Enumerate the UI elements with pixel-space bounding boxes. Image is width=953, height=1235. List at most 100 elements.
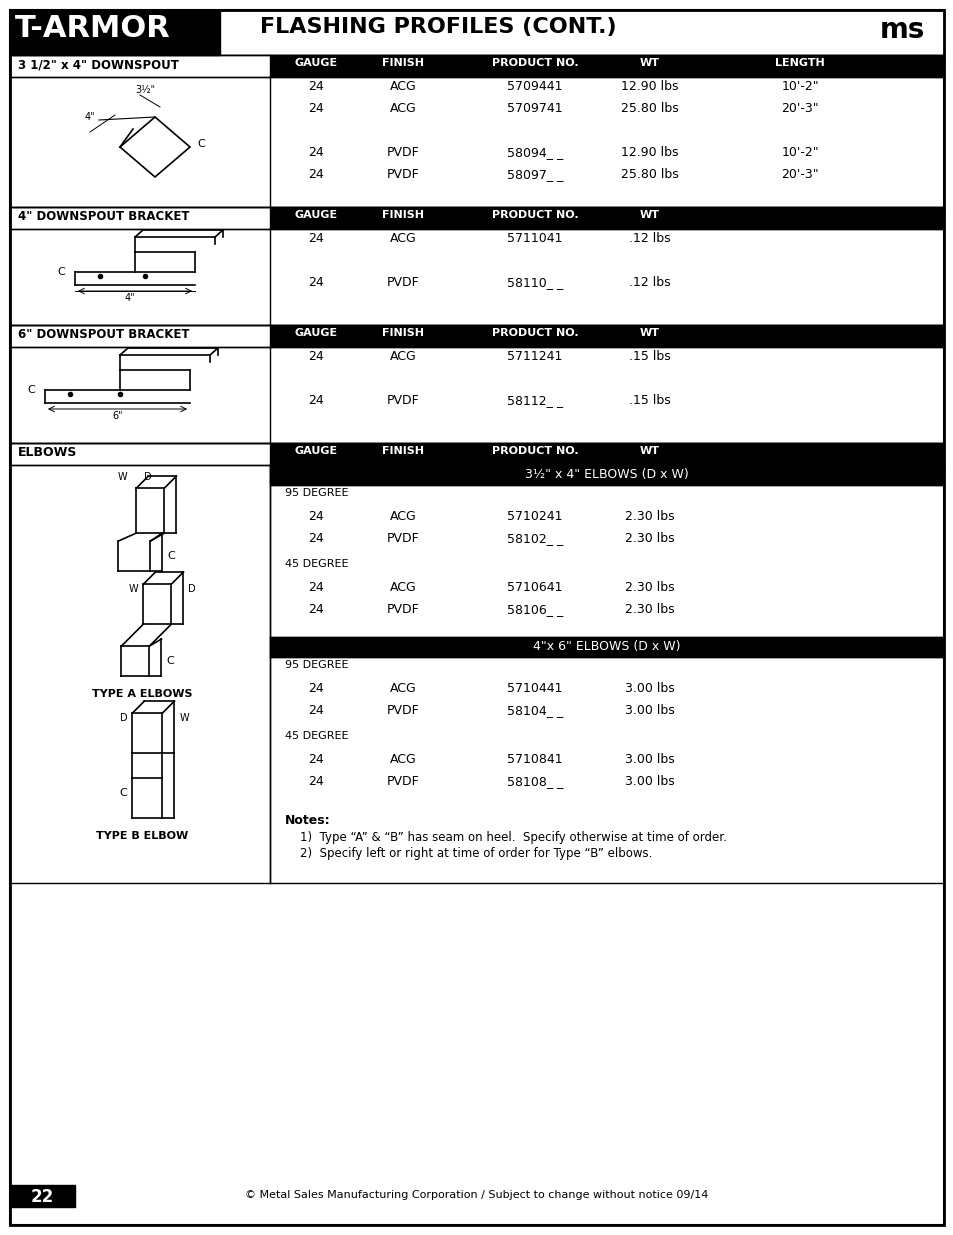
- Text: 24: 24: [308, 753, 323, 766]
- Bar: [10, 207, 943, 228]
- Bar: [10, 325, 943, 347]
- Text: 24: 24: [308, 146, 323, 159]
- Text: 24: 24: [308, 603, 323, 616]
- Text: 24: 24: [308, 394, 323, 408]
- Text: 20'-3": 20'-3": [781, 103, 818, 115]
- Text: 3.00 lbs: 3.00 lbs: [624, 704, 674, 718]
- Text: 5711241: 5711241: [507, 350, 562, 363]
- Text: LENGTH: LENGTH: [774, 58, 824, 68]
- Text: W: W: [129, 584, 138, 594]
- Text: FLASHING PROFILES (CONT.): FLASHING PROFILES (CONT.): [260, 17, 616, 37]
- Text: 4" DOWNSPOUT BRACKET: 4" DOWNSPOUT BRACKET: [18, 210, 190, 224]
- Text: Notes:: Notes:: [285, 814, 331, 827]
- Text: 3½": 3½": [135, 85, 155, 95]
- Text: 3.00 lbs: 3.00 lbs: [624, 682, 674, 695]
- Text: FINISH: FINISH: [381, 446, 423, 456]
- Bar: [270, 443, 943, 466]
- Text: GAUGE: GAUGE: [294, 210, 337, 220]
- Text: .15 lbs: .15 lbs: [628, 394, 670, 408]
- Text: 24: 24: [308, 704, 323, 718]
- Text: 58106_ _: 58106_ _: [506, 603, 562, 616]
- Text: ACG: ACG: [389, 753, 416, 766]
- Bar: [10, 1186, 75, 1207]
- Text: 10'-2": 10'-2": [781, 80, 818, 93]
- Text: PRODUCT NO.: PRODUCT NO.: [491, 58, 578, 68]
- Text: GAUGE: GAUGE: [294, 329, 337, 338]
- Bar: [10, 10, 220, 56]
- Text: .12 lbs: .12 lbs: [629, 275, 670, 289]
- Text: 4"x 6" ELBOWS (D x W): 4"x 6" ELBOWS (D x W): [533, 640, 680, 653]
- Text: 5709441: 5709441: [507, 80, 562, 93]
- Text: GAUGE: GAUGE: [294, 58, 337, 68]
- Text: 24: 24: [308, 580, 323, 594]
- Text: PVDF: PVDF: [386, 394, 419, 408]
- Text: ACG: ACG: [389, 580, 416, 594]
- Text: PVDF: PVDF: [386, 603, 419, 616]
- Bar: [10, 10, 943, 56]
- Text: 22: 22: [30, 1188, 53, 1207]
- Text: C: C: [120, 788, 128, 798]
- Text: 5710441: 5710441: [507, 682, 562, 695]
- Text: 58112_ _: 58112_ _: [506, 394, 562, 408]
- Bar: [270, 207, 943, 228]
- Text: 58102_ _: 58102_ _: [506, 532, 562, 545]
- Text: PRODUCT NO.: PRODUCT NO.: [491, 329, 578, 338]
- Text: PVDF: PVDF: [386, 168, 419, 182]
- Text: ACG: ACG: [389, 103, 416, 115]
- Text: 5710841: 5710841: [507, 753, 562, 766]
- Bar: [270, 325, 943, 347]
- Text: C: C: [196, 140, 205, 149]
- Text: 58108_ _: 58108_ _: [506, 776, 562, 788]
- Bar: [270, 56, 943, 77]
- Text: W: W: [117, 472, 127, 482]
- Text: © Metal Sales Manufacturing Corporation / Subject to change without notice 09/14: © Metal Sales Manufacturing Corporation …: [245, 1191, 708, 1200]
- Text: 24: 24: [308, 682, 323, 695]
- Text: 2.30 lbs: 2.30 lbs: [624, 580, 674, 594]
- Text: PRODUCT NO.: PRODUCT NO.: [491, 446, 578, 456]
- Text: ACG: ACG: [389, 80, 416, 93]
- Text: FINISH: FINISH: [381, 210, 423, 220]
- Text: 45 DEGREE: 45 DEGREE: [285, 559, 348, 569]
- Text: 58094_ _: 58094_ _: [506, 146, 562, 159]
- Text: 24: 24: [308, 168, 323, 182]
- Text: T-ARMOR: T-ARMOR: [15, 14, 171, 43]
- Text: 24: 24: [308, 510, 323, 522]
- Text: 2.30 lbs: 2.30 lbs: [624, 532, 674, 545]
- Text: 24: 24: [308, 275, 323, 289]
- Text: 3 1/2" x 4" DOWNSPOUT: 3 1/2" x 4" DOWNSPOUT: [18, 58, 179, 70]
- Text: 4": 4": [85, 112, 95, 122]
- Text: 25.80 lbs: 25.80 lbs: [620, 103, 679, 115]
- Text: ELBOWS: ELBOWS: [18, 446, 77, 459]
- Text: 5709741: 5709741: [507, 103, 562, 115]
- Text: 58104_ _: 58104_ _: [506, 704, 562, 718]
- Bar: [270, 637, 943, 657]
- Text: FINISH: FINISH: [381, 329, 423, 338]
- Text: 6" DOWNSPOUT BRACKET: 6" DOWNSPOUT BRACKET: [18, 329, 190, 341]
- Text: 4": 4": [125, 293, 135, 303]
- Text: WT: WT: [639, 329, 659, 338]
- Text: 20'-3": 20'-3": [781, 168, 818, 182]
- Text: 3.00 lbs: 3.00 lbs: [624, 776, 674, 788]
- Text: C: C: [28, 385, 35, 395]
- Text: 10'-2": 10'-2": [781, 146, 818, 159]
- Bar: [270, 466, 943, 485]
- Text: 95 DEGREE: 95 DEGREE: [285, 659, 348, 671]
- Text: TYPE A ELBOWS: TYPE A ELBOWS: [92, 689, 193, 699]
- Text: ms: ms: [879, 16, 924, 44]
- Text: 2.30 lbs: 2.30 lbs: [624, 603, 674, 616]
- Text: ACG: ACG: [389, 510, 416, 522]
- Text: 12.90 lbs: 12.90 lbs: [620, 146, 678, 159]
- Text: 24: 24: [308, 232, 323, 245]
- Text: C: C: [168, 551, 175, 561]
- Text: 1)  Type “A” & “B” has seam on heel.  Specify otherwise at time of order.: 1) Type “A” & “B” has seam on heel. Spec…: [299, 831, 726, 844]
- Bar: [10, 56, 943, 77]
- Text: ACG: ACG: [389, 682, 416, 695]
- Text: 6": 6": [112, 411, 123, 421]
- Text: 24: 24: [308, 80, 323, 93]
- Text: ACG: ACG: [389, 350, 416, 363]
- Text: C: C: [167, 656, 174, 666]
- Text: 24: 24: [308, 776, 323, 788]
- Text: PVDF: PVDF: [386, 704, 419, 718]
- Text: PVDF: PVDF: [386, 776, 419, 788]
- Text: GAUGE: GAUGE: [294, 446, 337, 456]
